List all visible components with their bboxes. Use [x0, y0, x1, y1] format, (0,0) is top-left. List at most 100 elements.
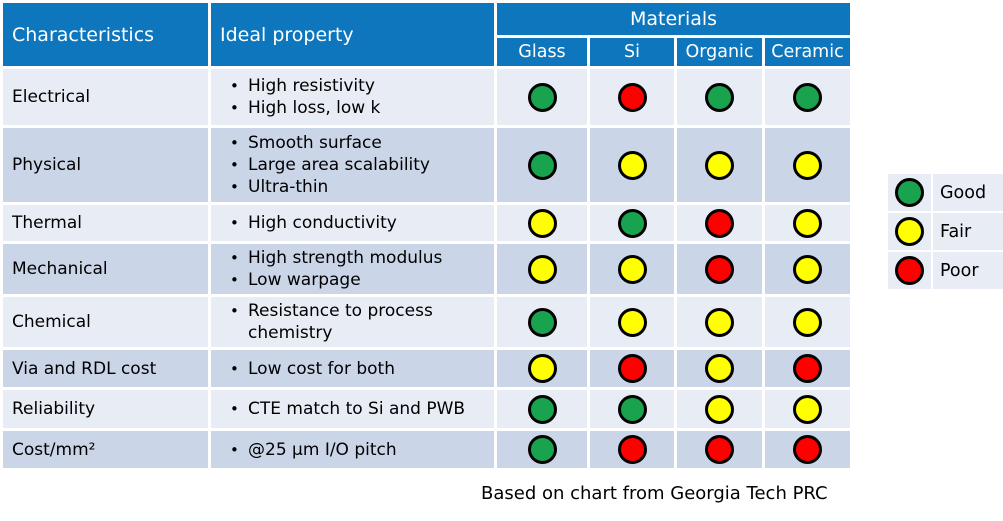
rating-cell-ceramic	[765, 350, 850, 387]
rating-cell-organic	[677, 69, 762, 125]
rating-dot	[527, 208, 557, 238]
rating-cell-glass	[497, 297, 587, 347]
ideal-property-list: High strength modulus Low warpage	[229, 247, 490, 291]
legend: Good Fair Poor	[888, 174, 1003, 289]
rating-cell-glass	[497, 128, 587, 202]
ideal-property-list: @25 µm I/O pitch	[229, 439, 490, 461]
ideal-property-cell: Smooth surface Large area scalability Ul…	[211, 128, 494, 202]
legend-dot-cell	[888, 213, 931, 250]
ideal-property-list: Smooth surface Large area scalability Ul…	[229, 132, 490, 198]
characteristic-label: Cost/mm²	[3, 431, 208, 468]
rating-cell-ceramic	[765, 390, 850, 428]
column-header-organic: Organic	[677, 38, 762, 66]
rating-dot	[705, 354, 734, 383]
rating-cell-si	[590, 350, 674, 387]
rating-cell-ceramic	[765, 128, 850, 202]
column-header-materials: Materials	[497, 3, 850, 35]
rating-dot	[705, 435, 734, 464]
characteristic-label: Reliability	[3, 390, 208, 428]
rating-cell-si	[590, 244, 674, 294]
rating-cell-si	[590, 128, 674, 202]
rating-cell-si	[590, 297, 674, 347]
legend-item-good: Good	[888, 174, 1003, 211]
ideal-property-bullet: Resistance to process chemistry	[229, 300, 490, 344]
table-row-cost-per-mm2: Cost/mm² @25 µm I/O pitch	[3, 431, 850, 468]
rating-cell-ceramic	[765, 297, 850, 347]
rating-cell-organic	[677, 297, 762, 347]
ideal-property-bullet: High resistivity	[229, 75, 490, 97]
rating-cell-glass	[497, 350, 587, 387]
rating-cell-si	[590, 390, 674, 428]
rating-cell-organic	[677, 205, 762, 241]
ideal-property-bullet: Large area scalability	[229, 154, 490, 176]
rating-cell-si	[590, 69, 674, 125]
header-row-top: Characteristics Ideal property Materials	[3, 3, 850, 66]
characteristic-label: Thermal	[3, 205, 208, 241]
rating-dot	[705, 150, 734, 180]
table-row-via-rdl-cost: Via and RDL cost Low cost for both	[3, 350, 850, 387]
rating-dot	[617, 82, 647, 112]
rating-dot	[705, 82, 734, 112]
legend-dot-cell	[888, 252, 931, 289]
rating-cell-glass	[497, 431, 587, 468]
ideal-property-cell: CTE match to Si and PWB	[211, 390, 494, 428]
rating-dot	[617, 307, 647, 337]
ideal-property-list: High resistivity High loss, low k	[229, 75, 490, 119]
rating-dot	[793, 208, 822, 238]
ideal-property-bullet: High conductivity	[229, 212, 490, 234]
rating-cell-ceramic	[765, 244, 850, 294]
ideal-property-list: CTE match to Si and PWB	[229, 398, 490, 420]
column-header-ideal-property: Ideal property	[211, 3, 494, 66]
rating-cell-ceramic	[765, 205, 850, 241]
column-header-ceramic: Ceramic	[765, 38, 850, 66]
column-header-glass: Glass	[497, 38, 587, 66]
rating-dot	[527, 307, 557, 337]
legend-dot-cell	[888, 174, 931, 211]
rating-dot	[527, 435, 557, 464]
rating-cell-organic	[677, 244, 762, 294]
characteristic-label: Chemical	[3, 297, 208, 347]
rating-dot	[793, 354, 822, 383]
ideal-property-cell: Low cost for both	[211, 350, 494, 387]
rating-dot	[793, 150, 822, 180]
ideal-property-bullet: CTE match to Si and PWB	[229, 398, 490, 420]
materials-comparison-table: Characteristics Ideal property Materials…	[0, 0, 853, 471]
rating-dot	[705, 307, 734, 337]
legend-label: Good	[933, 174, 1003, 211]
table-row-thermal: Thermal High conductivity	[3, 205, 850, 241]
rating-dot	[793, 254, 822, 284]
rating-cell-organic	[677, 350, 762, 387]
rating-dot	[793, 307, 822, 337]
rating-dot	[617, 150, 647, 180]
ideal-property-cell: High conductivity	[211, 205, 494, 241]
ideal-property-bullet: Ultra-thin	[229, 176, 490, 198]
rating-cell-glass	[497, 244, 587, 294]
rating-cell-organic	[677, 128, 762, 202]
attribution-text: Based on chart from Georgia Tech PRC	[481, 483, 828, 504]
legend-item-poor: Poor	[888, 252, 1003, 289]
rating-cell-glass	[497, 390, 587, 428]
legend-dot	[895, 256, 924, 285]
ideal-property-list: High conductivity	[229, 212, 490, 234]
rating-dot	[617, 254, 647, 284]
rating-dot	[617, 354, 647, 383]
rating-cell-si	[590, 205, 674, 241]
rating-cell-organic	[677, 431, 762, 468]
table-row-mechanical: Mechanical High strength modulus Low war…	[3, 244, 850, 294]
header-row-materials: Glass Si Organic Ceramic	[3, 38, 850, 66]
ideal-property-cell: High strength modulus Low warpage	[211, 244, 494, 294]
rating-dot	[527, 150, 557, 180]
ideal-property-cell: @25 µm I/O pitch	[211, 431, 494, 468]
rating-cell-ceramic	[765, 69, 850, 125]
ideal-property-bullet: High loss, low k	[229, 97, 490, 119]
ideal-property-cell: Resistance to process chemistry	[211, 297, 494, 347]
rating-dot	[617, 394, 647, 424]
characteristic-label: Electrical	[3, 69, 208, 125]
rating-dot	[705, 394, 734, 424]
rating-dot	[527, 354, 557, 383]
rating-cell-organic	[677, 390, 762, 428]
ideal-property-bullet: @25 µm I/O pitch	[229, 439, 490, 461]
column-header-si: Si	[590, 38, 674, 66]
legend-label: Poor	[933, 252, 1003, 289]
